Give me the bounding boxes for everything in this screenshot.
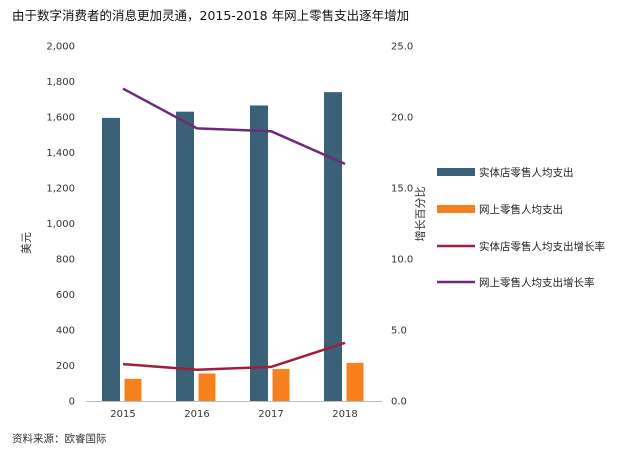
- bar-online-2016: [198, 373, 216, 401]
- x-tick-label: 2016: [184, 409, 209, 420]
- left-axis: 0 200 400 600 800 1,000 1,200 1,400 1,600 1,800 2,…: [46, 42, 75, 408]
- legend-label: 网上零售人均支出增长率: [479, 276, 595, 289]
- right-axis: 0.0 5.0 10.0 15.0 20.0 25.0: [391, 42, 413, 408]
- bar-online-2015: [124, 378, 142, 401]
- x-tick-label: 2018: [332, 409, 357, 420]
- y-tick-label-right: 10.0: [391, 255, 413, 266]
- legend-swatch: [437, 168, 475, 176]
- bar-store-2016: [176, 111, 194, 402]
- chart-title: 由于数字消费者的消息更加灵通，2015-2018 年网上零售支出逐年增加: [12, 8, 409, 23]
- bar-online-2018: [346, 362, 364, 401]
- y-tick-label-right: 0.0: [391, 397, 407, 408]
- x-axis: 2015 2016 2017 2018: [86, 401, 382, 420]
- y-tick-label-left: 1,000: [46, 219, 75, 230]
- y-tick-label-left: 400: [56, 326, 75, 337]
- y-tick-label-left: 600: [56, 290, 75, 301]
- y-tick-label-left: 1,200: [46, 184, 75, 195]
- bar-store-2017: [250, 105, 268, 402]
- x-tick-label: 2015: [110, 409, 135, 420]
- line-online-growth: [122, 87, 346, 166]
- bar-store-2018: [324, 92, 342, 402]
- legend-label: 实体店零售人均支出: [479, 166, 574, 179]
- y-axis-label-left: 美元: [20, 232, 33, 254]
- y-tick-label-left: 200: [56, 361, 75, 372]
- legend-label: 网上零售人均支出: [479, 203, 563, 216]
- x-tick-label: 2017: [258, 409, 283, 420]
- y-tick-label-left: 1,600: [46, 113, 75, 124]
- line-store-growth: [122, 341, 346, 372]
- y-tick-label-right: 15.0: [391, 184, 413, 195]
- y-tick-label-left: 1,400: [46, 148, 75, 159]
- y-tick-label-left: 0: [69, 397, 75, 408]
- y-tick-label-left: 1,800: [46, 77, 75, 88]
- legend-swatch: [437, 205, 475, 213]
- y-tick-label-right: 5.0: [391, 326, 407, 337]
- lines: [122, 87, 346, 372]
- y-tick-label-left: 2,000: [46, 42, 75, 53]
- y-tick-label-right: 20.0: [391, 113, 413, 124]
- bars: [102, 92, 364, 402]
- legend-label: 实体店零售人均支出增长率: [479, 240, 605, 253]
- bar-store-2015: [102, 117, 120, 401]
- bar-online-2017: [272, 369, 290, 401]
- y-axis-label-right: 增长百分比: [413, 187, 427, 242]
- source-note: 资料来源：欧睿国际: [12, 432, 107, 445]
- y-tick-label-left: 800: [56, 255, 75, 266]
- y-tick-label-right: 25.0: [391, 42, 413, 53]
